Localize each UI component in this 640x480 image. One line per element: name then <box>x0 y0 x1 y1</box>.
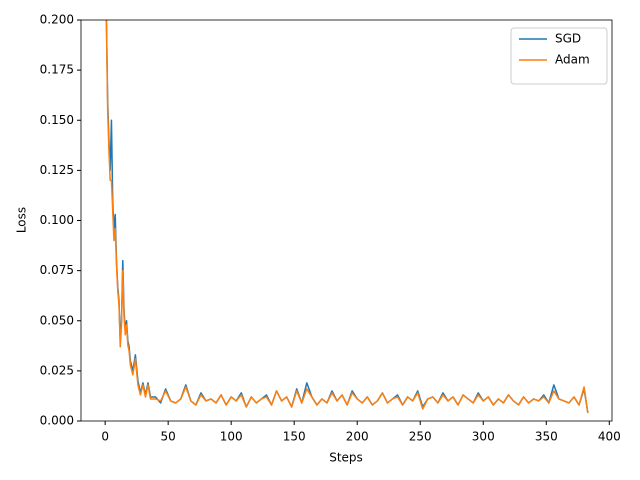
x-tick-label: 150 <box>283 430 306 444</box>
y-tick-label: 0.100 <box>40 213 74 227</box>
y-tick-label: 0.050 <box>40 313 74 327</box>
legend-label: Adam <box>555 53 590 67</box>
x-tick-label: 400 <box>598 430 621 444</box>
legend-label: SGD <box>555 32 581 46</box>
plot-lines <box>105 20 589 414</box>
line-series <box>105 20 589 414</box>
x-tick-label: 250 <box>409 430 432 444</box>
y-tick-label: 0.200 <box>40 13 74 27</box>
x-tick-label: 300 <box>472 430 495 444</box>
x-tick-label: 50 <box>161 430 176 444</box>
x-axis-label: Steps <box>329 451 363 465</box>
plot-frame <box>80 19 613 422</box>
y-tick-label: 0.125 <box>40 163 74 177</box>
legend-box <box>510 27 608 85</box>
y-tick-label: 0.175 <box>40 63 74 77</box>
y-axis-label: Loss <box>15 207 29 233</box>
x-tick-label: 0 <box>101 430 109 444</box>
x-tick-label: 100 <box>220 430 243 444</box>
x-tick-label: 200 <box>346 430 369 444</box>
y-tick-label: 0.150 <box>40 113 74 127</box>
y-tick-label: 0.000 <box>40 414 74 428</box>
x-tick-label: 350 <box>535 430 558 444</box>
y-tick-label: 0.075 <box>40 263 74 277</box>
y-tick-label: 0.025 <box>40 363 74 377</box>
